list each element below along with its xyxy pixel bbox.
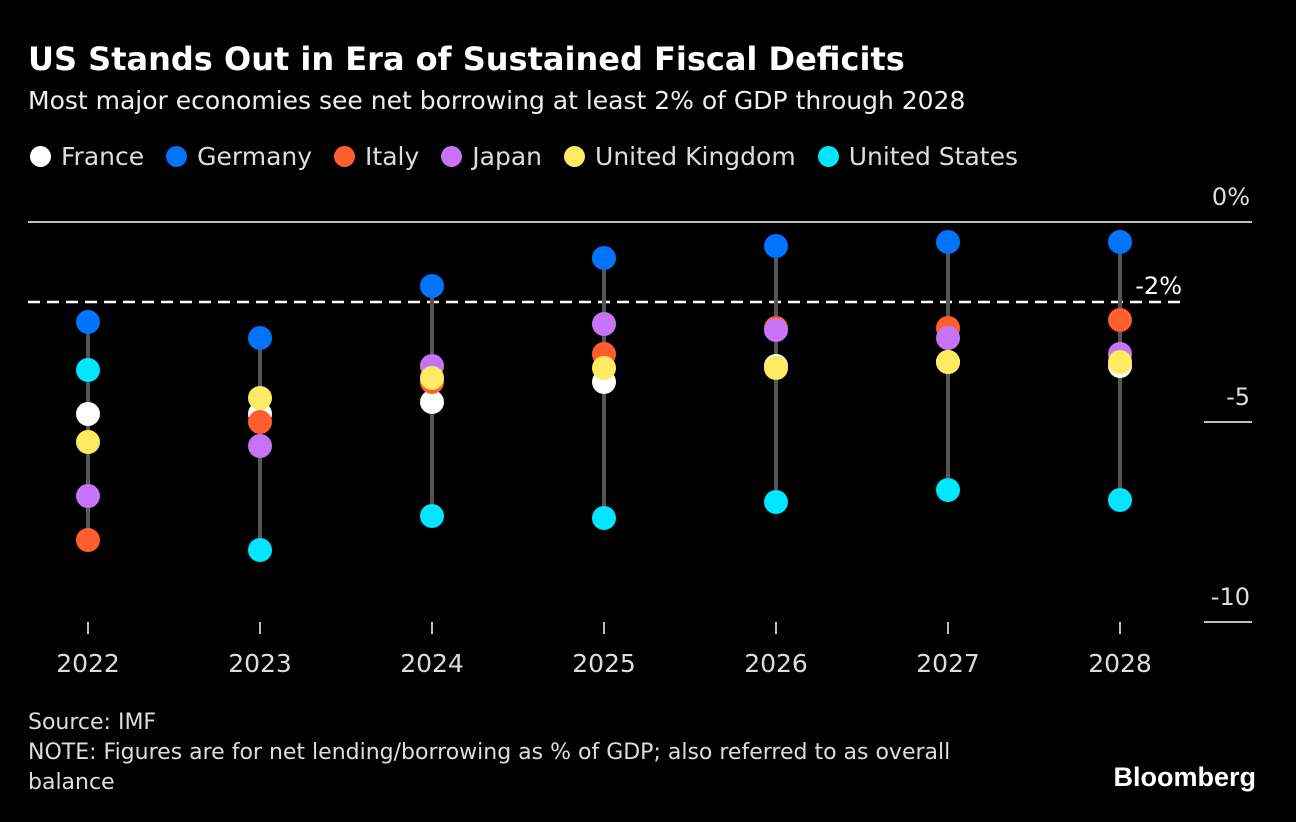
legend-dot-icon <box>817 146 839 167</box>
legend-item: Italy <box>334 142 419 171</box>
legend-dot-icon <box>334 146 356 167</box>
x-tick-label: 2026 <box>744 649 808 678</box>
x-tick-label: 2022 <box>56 649 120 678</box>
data-point <box>76 484 100 508</box>
x-tick-label: 2023 <box>228 649 292 678</box>
source-text: Source: IMF <box>28 710 157 735</box>
legend-item: Japan <box>441 142 542 171</box>
data-point <box>936 230 960 254</box>
y-tick-label: -10 <box>1211 583 1250 611</box>
data-point <box>420 366 444 390</box>
data-point <box>936 326 960 350</box>
legend-label: Italy <box>365 142 420 171</box>
y-tick-label: 0% <box>1212 183 1250 211</box>
data-point <box>420 274 444 298</box>
data-point <box>248 538 272 562</box>
data-point <box>248 326 272 350</box>
y-tick-label: -5 <box>1226 383 1250 411</box>
legend-dot-icon <box>564 146 586 167</box>
data-point <box>1108 308 1132 332</box>
bloomberg-logo: Bloomberg <box>1113 762 1256 792</box>
data-point <box>592 356 616 380</box>
legend-dot-icon <box>441 146 463 167</box>
legend-label: Germany <box>197 142 313 171</box>
chart-subtitle: Most major economies see net borrowing a… <box>28 86 966 115</box>
data-point <box>248 386 272 410</box>
legend-item: France <box>30 142 144 171</box>
x-tick-label: 2027 <box>916 649 980 678</box>
data-point <box>420 390 444 414</box>
data-point <box>592 312 616 336</box>
data-point <box>936 478 960 502</box>
data-point <box>76 430 100 454</box>
data-point <box>76 528 100 552</box>
data-point <box>936 350 960 374</box>
reference-line-label: -2% <box>1135 272 1182 300</box>
data-point <box>248 434 272 458</box>
legend: France Germany Italy Japan United Kingdom Uni… <box>30 142 1018 171</box>
data-point <box>764 356 788 380</box>
x-tick-label: 2025 <box>572 649 636 678</box>
legend-label: France <box>61 142 145 171</box>
data-point <box>1108 230 1132 254</box>
data-point <box>1108 488 1132 512</box>
legend-item: United Kingdom <box>564 142 796 171</box>
data-point <box>420 504 444 528</box>
legend-dot-icon <box>30 146 51 167</box>
x-tick-label: 2024 <box>400 649 464 678</box>
data-point <box>764 490 788 514</box>
data-point <box>764 318 788 342</box>
legend-item: United States <box>817 142 1018 171</box>
data-point <box>764 234 788 258</box>
data-point <box>76 358 100 382</box>
data-point <box>76 310 100 334</box>
data-point <box>592 246 616 270</box>
legend-label: United States <box>848 142 1018 171</box>
footer: Source: IMF NOTE: Figures are for net le… <box>28 708 1008 798</box>
chart-title: US Stands Out in Era of Sustained Fiscal… <box>28 40 905 78</box>
data-point <box>76 402 100 426</box>
note-text: NOTE: Figures are for net lending/borrow… <box>28 740 951 795</box>
legend-item: Germany <box>166 142 312 171</box>
data-point <box>1108 350 1132 374</box>
data-point <box>248 410 272 434</box>
legend-label: United Kingdom <box>595 142 796 171</box>
data-point <box>592 506 616 530</box>
legend-label: Japan <box>472 142 543 171</box>
legend-dot-icon <box>166 146 188 167</box>
x-tick-label: 2028 <box>1088 649 1152 678</box>
